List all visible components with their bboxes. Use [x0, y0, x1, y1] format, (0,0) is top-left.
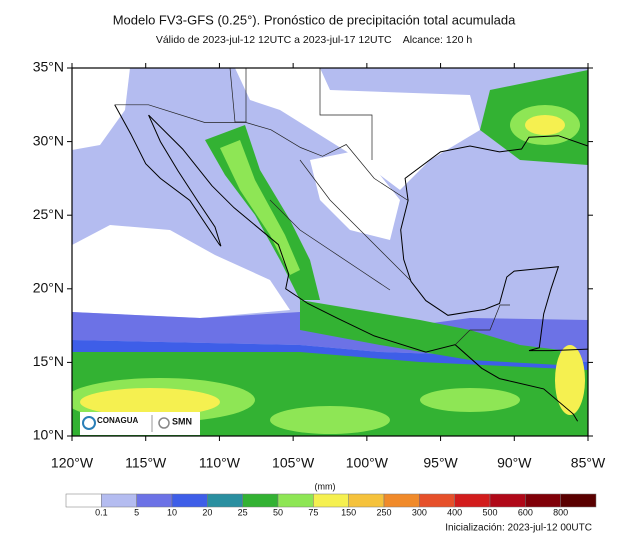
colorbar-swatch: [313, 493, 349, 508]
title: Modelo FV3-GFS (0.25°). Pronóstico de pr…: [113, 12, 516, 27]
colorbar-label: 20: [202, 507, 212, 517]
lon-label: 120°W: [51, 455, 94, 471]
field-dry: [72, 225, 290, 318]
field-heavy: [80, 388, 220, 416]
lon-label: 85°W: [571, 455, 606, 471]
colorbar-label: 600: [518, 507, 533, 517]
lat-label: 25°N: [33, 206, 64, 222]
axis-labels: 35°N 30°N 25°N 20°N 15°N 10°N 120°W 115°W 110°W 1…: [33, 59, 606, 471]
colorbar-swatch: [348, 493, 385, 508]
colorbar-label: 10: [167, 507, 177, 517]
gulf-coast: [400, 135, 589, 352]
subtitle: Válido de 2023-jul-12 12UTC a 2023-jul-1…: [156, 34, 473, 46]
colorbar-label: 5: [134, 507, 139, 517]
field-dry: [235, 68, 480, 190]
colorbar-label: 150: [341, 507, 356, 517]
field-heavy: [555, 345, 585, 415]
colorbar-label: 75: [308, 507, 318, 517]
coastlines: [114, 67, 589, 422]
colorbar-label: 400: [447, 507, 462, 517]
country-border: [454, 304, 510, 346]
lon-label: 115°W: [125, 455, 167, 471]
state-border: [299, 159, 411, 281]
lon-label: 100°W: [346, 455, 389, 471]
lon-label: 105°W: [272, 455, 315, 471]
pacific-coast: [148, 114, 579, 422]
colorbar-swatch: [419, 493, 455, 508]
colorbar-label: 800: [553, 507, 568, 517]
logo-icon: [158, 417, 170, 429]
colorbar-label: 300: [412, 507, 427, 517]
state-border: [269, 199, 391, 291]
colorbar-swatch: [454, 493, 491, 508]
colorbar-swatch: [242, 493, 279, 508]
colorbar-swatch: [136, 493, 173, 508]
state-border: [229, 67, 247, 123]
logo-text: SMN: [172, 416, 192, 426]
lon-label: 95°W: [423, 455, 458, 471]
colorbar-swatch: [489, 493, 526, 508]
lon-label: 110°W: [199, 455, 241, 471]
logo-icon: [82, 416, 96, 430]
lat-label: 10°N: [33, 427, 64, 443]
lat-label: 20°N: [33, 280, 64, 296]
colorbar-swatch: [207, 493, 243, 508]
colorbar-swatch: [560, 493, 597, 508]
lat-label: 30°N: [33, 132, 64, 148]
colorbar-swatch: [65, 493, 102, 508]
state-border: [319, 68, 373, 160]
field-heavy: [300, 300, 560, 365]
colorbar-swatch: [525, 493, 561, 508]
colorbar-label: 250: [376, 507, 391, 517]
colorbar-label: 0.1: [95, 507, 108, 517]
lon-label: 90°W: [497, 455, 532, 471]
colorbar: 0.1 5 10 20 25 50 75 150 250 300 400 500 600 800: [65, 493, 597, 517]
lat-label: 15°N: [33, 353, 64, 369]
map-field: [72, 68, 588, 436]
field-dry: [72, 68, 130, 150]
logo-text: CONAGUA: [97, 416, 139, 425]
field-heavy: [420, 388, 520, 412]
field-heavy: [220, 140, 300, 275]
colorbar-swatch: [277, 493, 314, 508]
field-heavy: [270, 406, 390, 434]
colorbar-label: 25: [238, 507, 248, 517]
field-dry: [310, 150, 400, 240]
colorbar-swatch: [101, 493, 137, 508]
field-heavy: [525, 115, 565, 135]
logo-background: [80, 412, 200, 435]
colorbar-label: 50: [273, 507, 283, 517]
colorbar-swatch: [383, 493, 420, 508]
lat-label: 35°N: [33, 59, 64, 75]
logo-box: CONAGUA SMN: [80, 412, 200, 435]
map-frame: [71, 67, 589, 437]
baja-coast: [114, 104, 222, 247]
colorbar-unit: (mm): [315, 481, 336, 491]
us-mexico-border: [114, 104, 409, 201]
colorbar-swatch: [171, 493, 208, 508]
colorbar-label: 500: [482, 507, 497, 517]
init-time: Inicialización: 2023-jul-12 00UTC: [445, 523, 592, 534]
